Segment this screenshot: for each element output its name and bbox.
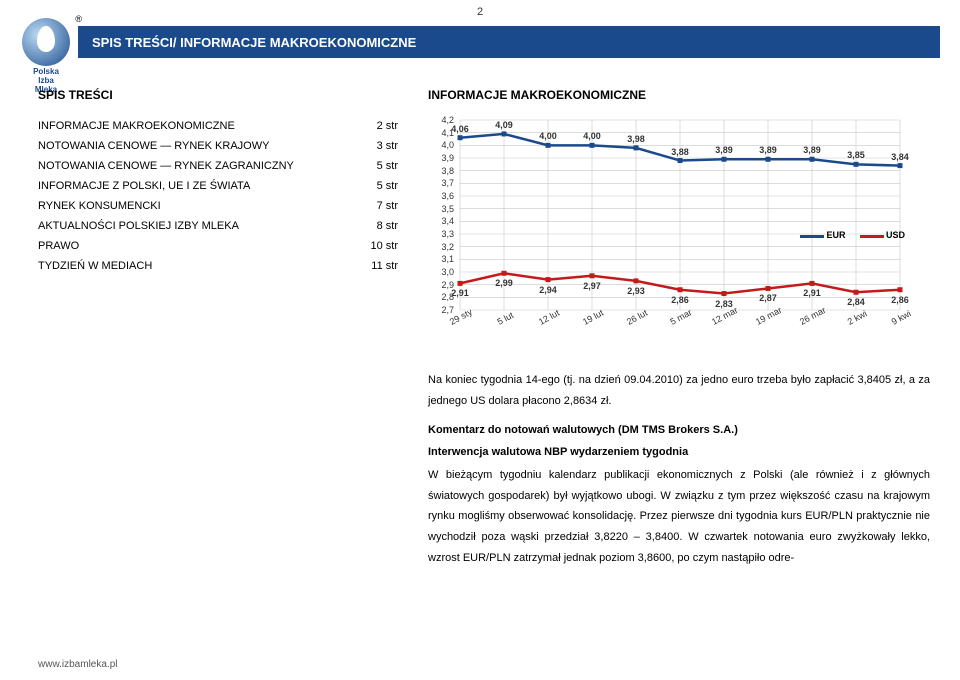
toc-label: NOTOWANIA CENOWE — RYNEK ZAGRANICZNY bbox=[38, 156, 338, 176]
chart-point-label: 2,91 bbox=[451, 288, 469, 298]
toc-page: 5 str bbox=[338, 176, 398, 196]
chart-point-label: 3,98 bbox=[627, 134, 645, 144]
chart-point-label: 4,06 bbox=[451, 124, 469, 134]
commentary-subtitle: Interwencja walutowa NBP wydarzeniem tyg… bbox=[428, 442, 930, 463]
chart-point-label: 2,97 bbox=[583, 281, 601, 291]
page-number: 2 bbox=[477, 6, 483, 18]
toc-label: INFORMACJE MAKROEKONOMICZNE bbox=[38, 116, 338, 136]
toc-row: AKTUALNOŚCI POLSKIEJ IZBY MLEKA8 str bbox=[38, 216, 398, 236]
registered-icon: ® bbox=[75, 14, 82, 24]
toc-table: INFORMACJE MAKROEKONOMICZNE2 strNOTOWANI… bbox=[38, 116, 398, 276]
chart-point-label: 3,89 bbox=[715, 145, 733, 155]
chart-point-label: 2,99 bbox=[495, 278, 513, 288]
chart-point-label: 2,94 bbox=[539, 285, 557, 295]
right-column: INFORMACJE MAKROEKONOMICZNE 4,2 4,1 4,0 3,9… bbox=[428, 88, 930, 581]
toc-label: RYNEK KONSUMENCKI bbox=[38, 196, 338, 216]
chart-point-label: 4,09 bbox=[495, 120, 513, 130]
y-tick-label: 3,8 bbox=[428, 166, 454, 176]
y-tick-label: 2,8 bbox=[428, 292, 454, 302]
chart-point-label: 3,84 bbox=[891, 152, 909, 162]
y-tick-label: 3,0 bbox=[428, 267, 454, 277]
body-para2: W bieżącym tygodniu kalendarz publikacji… bbox=[428, 465, 930, 569]
y-tick-label: 3,4 bbox=[428, 216, 454, 226]
toc-page: 2 str bbox=[338, 116, 398, 136]
toc-label: AKTUALNOŚCI POLSKIEJ IZBY MLEKA bbox=[38, 216, 338, 236]
toc-row: NOTOWANIA CENOWE — RYNEK ZAGRANICZNY5 st… bbox=[38, 156, 398, 176]
chart-point-label: 3,89 bbox=[803, 145, 821, 155]
footer-url: www.izbamleka.pl bbox=[38, 659, 117, 670]
y-tick-label: 3,7 bbox=[428, 178, 454, 188]
chart-point-label: 2,87 bbox=[759, 293, 777, 303]
chart-point-label: 3,89 bbox=[759, 145, 777, 155]
chart-point-label: 3,85 bbox=[847, 150, 865, 160]
y-tick-label: 3,1 bbox=[428, 254, 454, 264]
y-tick-label: 3,3 bbox=[428, 229, 454, 239]
toc-row: TYDZIEŃ W MEDIACH11 str bbox=[38, 256, 398, 276]
toc-row: INFORMACJE MAKROEKONOMICZNE2 str bbox=[38, 116, 398, 136]
toc-page: 10 str bbox=[338, 236, 398, 256]
commentary-title: Komentarz do notowań walutowych (DM TMS … bbox=[428, 424, 930, 436]
y-tick-label: 2,9 bbox=[428, 280, 454, 290]
y-tick-label: 4,1 bbox=[428, 128, 454, 138]
toc-label: TYDZIEŃ W MEDIACH bbox=[38, 256, 338, 276]
legend-item: EUR bbox=[800, 230, 846, 240]
y-tick-label: 3,5 bbox=[428, 204, 454, 214]
chart-point-label: 3,88 bbox=[671, 147, 689, 157]
chart-point-label: 2,86 bbox=[671, 295, 689, 305]
toc-label: INFORMACJE Z POLSKI, UE I ZE ŚWIATA bbox=[38, 176, 338, 196]
chart-point-label: 4,00 bbox=[539, 131, 557, 141]
toc-page: 8 str bbox=[338, 216, 398, 236]
currency-chart: 4,2 4,1 4,0 3,9 3,8 3,7 3,6 3,5 3,4 3,3 3,2 3,1 3,0 2… bbox=[428, 116, 908, 346]
y-tick-label: 2,7 bbox=[428, 305, 454, 315]
toc-page: 3 str bbox=[338, 136, 398, 156]
toc-row: NOTOWANIA CENOWE — RYNEK KRAJOWY3 str bbox=[38, 136, 398, 156]
left-column: SPIS TREŚCI INFORMACJE MAKROEKONOMICZNE2… bbox=[38, 88, 398, 581]
body-para1: Na koniec tygodnia 14-ego (tj. na dzień … bbox=[428, 370, 930, 412]
chart-legend: EUR USD bbox=[800, 230, 905, 240]
toc-row: INFORMACJE Z POLSKI, UE I ZE ŚWIATA5 str bbox=[38, 176, 398, 196]
toc-row: PRAWO10 str bbox=[38, 236, 398, 256]
chart-point-label: 2,86 bbox=[891, 295, 909, 305]
info-title: INFORMACJE MAKROEKONOMICZNE bbox=[428, 88, 930, 102]
logo-line2: Izba bbox=[38, 76, 54, 85]
toc-row: RYNEK KONSUMENCKI7 str bbox=[38, 196, 398, 216]
logo: ® Polska Izba Mleka bbox=[20, 18, 72, 94]
toc-label: NOTOWANIA CENOWE — RYNEK KRAJOWY bbox=[38, 136, 338, 156]
y-tick-label: 4,0 bbox=[428, 140, 454, 150]
toc-page: 5 str bbox=[338, 156, 398, 176]
y-tick-label: 3,2 bbox=[428, 242, 454, 252]
chart-point-label: 2,83 bbox=[715, 299, 733, 309]
logo-circle: ® bbox=[22, 18, 70, 66]
toc-page: 11 str bbox=[338, 256, 398, 276]
header-title: SPIS TREŚCI/ INFORMACJE MAKROEKONOMICZNE bbox=[92, 35, 416, 50]
toc-label: PRAWO bbox=[38, 236, 338, 256]
y-tick-label: 4,2 bbox=[428, 115, 454, 125]
header-bar: SPIS TREŚCI/ INFORMACJE MAKROEKONOMICZNE bbox=[78, 26, 940, 58]
logo-drop-icon bbox=[37, 26, 55, 52]
chart-point-label: 4,00 bbox=[583, 131, 601, 141]
toc-title: SPIS TREŚCI bbox=[38, 88, 398, 102]
y-tick-label: 3,6 bbox=[428, 191, 454, 201]
toc-page: 7 str bbox=[338, 196, 398, 216]
y-tick-label: 3,9 bbox=[428, 153, 454, 163]
chart-point-label: 2,93 bbox=[627, 286, 645, 296]
chart-point-label: 2,91 bbox=[803, 288, 821, 298]
chart-point-label: 2,84 bbox=[847, 297, 865, 307]
legend-item: USD bbox=[860, 230, 906, 240]
logo-line1: Polska bbox=[33, 67, 59, 76]
